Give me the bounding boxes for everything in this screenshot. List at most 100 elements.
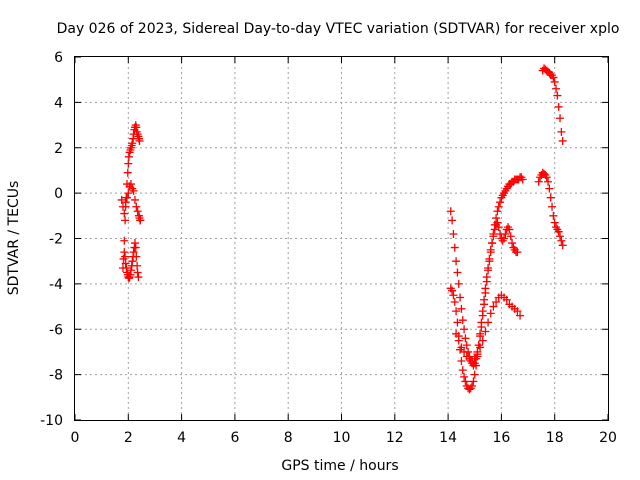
data-point bbox=[460, 347, 469, 356]
data-point bbox=[446, 207, 455, 216]
data-point bbox=[488, 239, 497, 248]
data-point bbox=[484, 263, 493, 272]
data-point bbox=[470, 354, 479, 363]
data-point bbox=[131, 243, 140, 252]
data-point bbox=[134, 273, 143, 282]
x-tick-label: 10 bbox=[333, 430, 351, 446]
data-point bbox=[126, 266, 135, 275]
data-point bbox=[557, 236, 566, 245]
y-tick-label: 4 bbox=[54, 95, 63, 111]
data-point bbox=[134, 211, 143, 220]
series-segment-6 bbox=[452, 291, 525, 366]
series-segment-5 bbox=[446, 218, 522, 394]
y-tick-label: -6 bbox=[49, 322, 63, 338]
data-point bbox=[136, 216, 145, 225]
data-point bbox=[132, 252, 141, 261]
data-point bbox=[133, 207, 142, 216]
data-point bbox=[493, 218, 502, 227]
data-point bbox=[457, 304, 466, 313]
data-point bbox=[494, 223, 503, 232]
data-point bbox=[473, 350, 482, 359]
data-point bbox=[554, 102, 563, 111]
y-tick-label: 0 bbox=[54, 186, 63, 202]
data-point bbox=[121, 198, 130, 207]
x-tick-label: 18 bbox=[546, 430, 564, 446]
data-point bbox=[484, 318, 493, 327]
data-point bbox=[461, 334, 470, 343]
grid-lines bbox=[75, 57, 608, 420]
data-point bbox=[548, 202, 557, 211]
chart-title: Day 026 of 2023, Sidereal Day-to-day VTE… bbox=[57, 21, 620, 37]
y-tick-label: 6 bbox=[54, 50, 63, 66]
data-point bbox=[492, 298, 501, 307]
x-tick-label: 12 bbox=[386, 430, 404, 446]
data-point bbox=[128, 257, 137, 266]
data-point bbox=[452, 257, 461, 266]
data-point bbox=[508, 239, 517, 248]
x-tick-label: 8 bbox=[284, 430, 293, 446]
data-point bbox=[552, 84, 561, 93]
data-point bbox=[486, 309, 495, 318]
data-point bbox=[123, 168, 132, 177]
data-point bbox=[121, 216, 130, 225]
data-point bbox=[549, 211, 558, 220]
data-point bbox=[534, 177, 543, 186]
data-point bbox=[550, 218, 559, 227]
axis-ticks bbox=[74, 56, 609, 421]
data-point bbox=[120, 248, 129, 257]
data-point bbox=[453, 268, 462, 277]
data-point bbox=[469, 377, 478, 386]
data-point bbox=[135, 136, 144, 145]
series-segment-4 bbox=[446, 173, 527, 370]
data-point bbox=[472, 361, 481, 370]
data-point bbox=[121, 252, 130, 261]
data-point bbox=[492, 214, 501, 223]
data-point bbox=[513, 307, 522, 316]
data-point bbox=[122, 193, 131, 202]
data-point bbox=[454, 336, 463, 345]
data-point bbox=[449, 229, 458, 238]
data-point bbox=[558, 136, 567, 145]
data-point bbox=[133, 268, 142, 277]
y-tick-label: -8 bbox=[49, 368, 63, 384]
data-point bbox=[470, 370, 479, 379]
data-point bbox=[120, 236, 129, 245]
data-point bbox=[130, 195, 139, 204]
data-point bbox=[489, 232, 498, 241]
data-point bbox=[462, 341, 471, 350]
data-point bbox=[461, 377, 470, 386]
data-point bbox=[505, 225, 514, 234]
data-point bbox=[493, 207, 502, 216]
data-point bbox=[549, 73, 558, 82]
data-point bbox=[516, 311, 525, 320]
data-point bbox=[118, 202, 127, 211]
data-point bbox=[506, 232, 515, 241]
series-segment-7 bbox=[534, 168, 567, 250]
data-point bbox=[457, 357, 466, 366]
data-point bbox=[456, 293, 465, 302]
data-point bbox=[544, 177, 553, 186]
data-point bbox=[450, 243, 459, 252]
data-point bbox=[132, 202, 141, 211]
data-point bbox=[450, 298, 459, 307]
data-point bbox=[496, 198, 505, 207]
data-point bbox=[452, 329, 461, 338]
data-point bbox=[494, 202, 503, 211]
data-point bbox=[453, 318, 462, 327]
x-tick-label: 16 bbox=[492, 430, 510, 446]
data-point bbox=[124, 152, 133, 161]
x-axis-label: GPS time / hours bbox=[281, 458, 398, 474]
data-point bbox=[121, 259, 130, 268]
y-tick-label: -4 bbox=[49, 277, 63, 293]
y-tick-labels: -10 -8 -6 -4 -2 0 2 4 6 bbox=[40, 50, 63, 429]
data-point bbox=[130, 239, 139, 248]
data-point bbox=[460, 372, 469, 381]
data-point bbox=[478, 307, 487, 316]
x-tick-label: 2 bbox=[124, 430, 133, 446]
data-point bbox=[124, 159, 133, 168]
data-point bbox=[553, 91, 562, 100]
x-tick-label: 20 bbox=[599, 430, 617, 446]
data-point bbox=[458, 316, 467, 325]
data-point bbox=[452, 307, 461, 316]
